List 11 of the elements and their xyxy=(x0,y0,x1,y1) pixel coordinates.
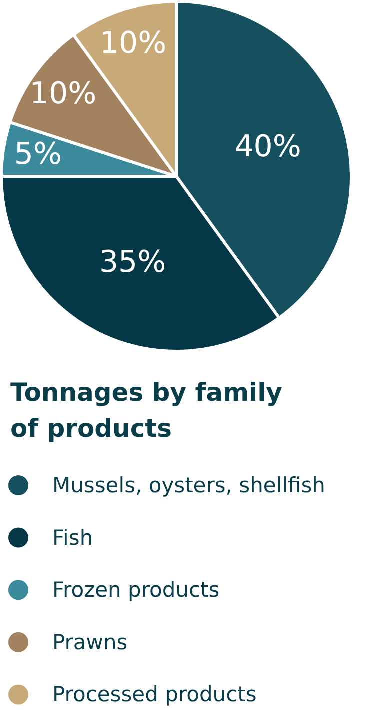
legend-label: Prawns xyxy=(52,630,128,654)
legend-label: Fish xyxy=(52,526,94,550)
data-label: 10% xyxy=(100,26,167,61)
legend-label: Mussels, oysters, shellfish xyxy=(52,474,326,498)
data-label: 35% xyxy=(99,244,166,280)
data-label: 5% xyxy=(14,137,62,172)
legend-label: Processed products xyxy=(52,682,257,707)
legend-label: Frozen products xyxy=(52,578,220,602)
text: Tonnages by family of products xyxy=(10,378,282,443)
data-label: 10% xyxy=(30,76,97,112)
data-label: 40% xyxy=(234,129,302,164)
